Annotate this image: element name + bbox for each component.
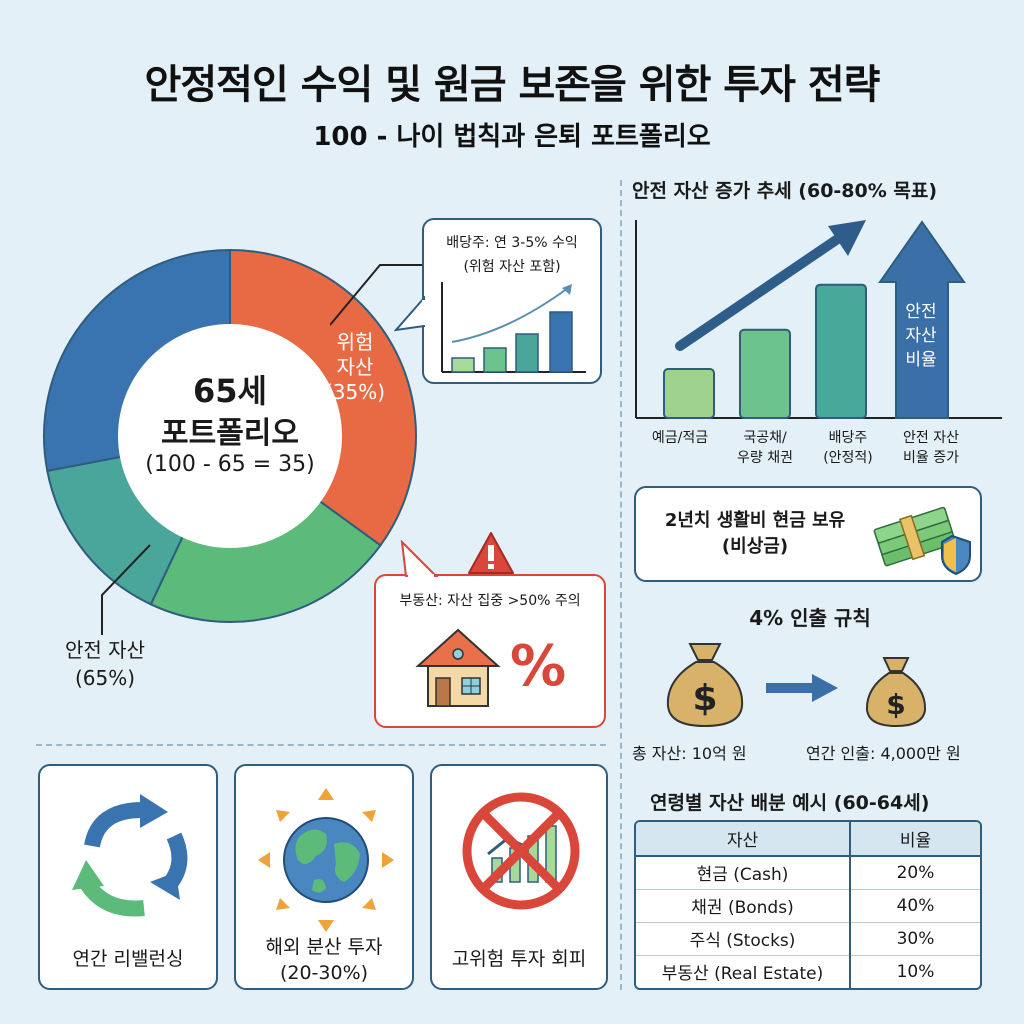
real-estate-callout: 부동산: 자산 집중 >50% 주의 % [374, 574, 606, 728]
bar-label: 안전 자산 비율 증가 [886, 428, 976, 468]
cell-ratio: 40% [849, 888, 980, 922]
percent-symbol: % [510, 634, 567, 699]
risk-label-line1: 위험 [336, 330, 374, 354]
allocation-table-title: 연령별 자산 배분 예시 (60-64세) [650, 792, 930, 814]
diversification-label: 해외 분산 투자 (20-30%) [236, 934, 412, 986]
avoid-high-risk-card: 고위험 투자 회피 [430, 764, 608, 990]
cell-ratio: 10% [849, 954, 980, 988]
dividend-leader-line [330, 264, 425, 326]
vertical-divider [620, 180, 622, 990]
bar-label-line1: 예금/적금 [651, 430, 709, 446]
arrow-label-line2: 자산 [905, 326, 937, 346]
dividend-callout: 배당주: 연 3-5% 수익 (위험 자산 포함) [422, 218, 602, 384]
cell-asset: 채권 (Bonds) [636, 888, 850, 922]
bar-label-line2: (안정적) [823, 450, 873, 466]
annual-withdrawal-label: 연간 인출: 4,000만 원 [806, 744, 961, 763]
trend-bar [739, 328, 791, 419]
header-ratio: 비율 [849, 822, 980, 857]
page-title: 안정적인 수익 및 원금 보존을 위한 투자 전략 [144, 62, 881, 108]
money-bag-icon: $ [666, 643, 744, 728]
table-row: 부동산 (Real Estate) 10% [636, 954, 980, 988]
svg-text:$: $ [692, 678, 717, 719]
warning-icon [468, 532, 514, 574]
table-row: 채권 (Bonds) 40% [636, 888, 980, 922]
portfolio-label: 포트폴리오 [161, 416, 299, 451]
trend-bar-labels: 예금/적금 국공채/ 우량 채권 배당주 (안정적) 안전 자산 비율 증가 [640, 428, 980, 478]
bar-label-line2: 우량 채권 [737, 450, 793, 466]
rebalancing-card: 연간 리밸런싱 [38, 764, 218, 990]
transfer-arrow-icon [766, 674, 838, 702]
page-subtitle: 100 - 나이 법칙과 은퇴 포트폴리오 [313, 122, 711, 152]
bar-label-line1: 안전 자산 [903, 430, 959, 446]
bar-label-line2: 비율 증가 [903, 450, 959, 466]
small-money-bag-icon: $ [865, 657, 927, 728]
allocation-table-grid: 자산 비율 현금 (Cash) 20% 채권 (Bonds) 40% 주식 (S… [636, 822, 980, 988]
horizontal-divider [36, 744, 606, 746]
arrow-label-line3: 비율 [905, 350, 937, 370]
dividend-growth-chart [441, 282, 586, 373]
safe-label-text: 안전 자산 [65, 638, 145, 662]
bar-label: 예금/적금 [640, 428, 720, 448]
donut-hole [118, 324, 342, 548]
allocation-table: 자산 비율 현금 (Cash) 20% 채권 (Bonds) 40% 주식 (S… [634, 820, 982, 990]
safe-ratio-arrow-label: 안전 자산 비율 [896, 300, 946, 372]
trend-chart-title: 안전 자산 증가 추세 (60-80% 목표) [632, 180, 938, 202]
cell-ratio: 20% [849, 855, 980, 889]
withdrawal-title: 4% 인출 규칙 [749, 606, 871, 630]
cash-stack-icon [873, 506, 971, 576]
table-row: 주식 (Stocks) 30% [636, 921, 980, 955]
portfolio-age: 65세 [193, 372, 267, 410]
cell-asset: 주식 (Stocks) [636, 921, 850, 955]
cell-asset: 현금 (Cash) [636, 855, 850, 889]
risk-label-line2: 자산 [336, 355, 374, 379]
risk-label-pct: (35%) [324, 380, 386, 404]
cell-ratio: 30% [849, 921, 980, 955]
diversification-line1: 해외 분산 투자 [265, 936, 383, 958]
bar-label: 배당주 (안정적) [808, 428, 888, 468]
cell-asset: 부동산 (Real Estate) [636, 954, 850, 988]
global-diversification-card: 해외 분산 투자 (20-30%) [234, 764, 414, 990]
arrow-label-line1: 안전 [905, 302, 937, 322]
svg-text:$: $ [886, 688, 905, 721]
emergency-fund-card: 2년치 생활비 현금 보유 (비상금) [634, 486, 982, 582]
safe-label-pct: (65%) [74, 666, 136, 690]
bar-label-line1: 국공채/ [743, 430, 787, 446]
emergency-fund-text: 2년치 생활비 현금 보유 (비상금) [642, 508, 868, 560]
real-estate-callout-pointer [400, 540, 439, 578]
total-assets-label: 총 자산: 10억 원 [632, 744, 747, 763]
safe-leader-line [101, 544, 151, 635]
table-header-row: 자산 비율 [636, 822, 980, 857]
bar-label-line1: 배당주 [828, 430, 868, 446]
trend-bar [663, 368, 715, 419]
bar-label: 국공채/ 우량 채권 [720, 428, 810, 468]
portfolio-donut-chart [43, 248, 417, 623]
dividend-line2: (위험 자산 포함) [463, 259, 561, 275]
trend-arrow-shaft [675, 231, 847, 351]
rebalance-cycle-icon [72, 794, 188, 917]
header-asset: 자산 [636, 822, 850, 857]
trend-bar [815, 283, 867, 419]
rebalancing-label: 연간 리밸런싱 [72, 948, 184, 970]
table-row: 현금 (Cash) 20% [636, 855, 980, 889]
dividend-callout-pointer [394, 296, 426, 332]
portfolio-formula: (100 - 65 = 35) [145, 452, 315, 477]
trend-bar-safe-ratio-arrow [878, 220, 966, 419]
emergency-line2: (비상금) [721, 536, 789, 557]
emergency-line1: 2년치 생활비 현금 보유 [664, 510, 846, 531]
house-icon [415, 628, 501, 707]
diversification-line2: (20-30%) [279, 962, 369, 984]
trend-chart [635, 220, 1002, 419]
dividend-line1: 배당주: 연 3-5% 수익 [446, 235, 578, 251]
risk-asset-label: 위험 자산 (35%) [320, 330, 390, 405]
avoid-high-risk-label: 고위험 투자 회피 [451, 948, 587, 970]
no-high-risk-icon [462, 792, 580, 910]
safe-asset-label: 안전 자산 (65%) [40, 636, 170, 692]
real-estate-text: 부동산: 자산 집중 >50% 주의 [399, 593, 581, 609]
globe-icon [258, 788, 394, 932]
trend-arrow-head [828, 220, 866, 256]
